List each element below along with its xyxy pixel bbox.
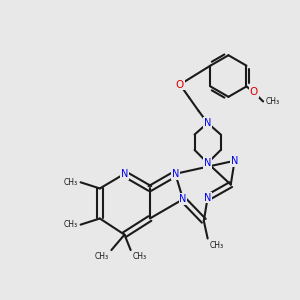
Text: CH₃: CH₃ bbox=[210, 241, 224, 250]
Text: N: N bbox=[231, 156, 238, 166]
Text: N: N bbox=[204, 118, 211, 128]
Text: N: N bbox=[204, 158, 211, 168]
Text: O: O bbox=[176, 80, 184, 89]
Text: N: N bbox=[204, 193, 211, 203]
Text: CH₃: CH₃ bbox=[63, 220, 77, 229]
Text: CH₃: CH₃ bbox=[95, 252, 109, 261]
Text: CH₃: CH₃ bbox=[266, 97, 280, 106]
Text: O: O bbox=[250, 87, 258, 97]
Text: N: N bbox=[121, 169, 128, 179]
Text: CH₃: CH₃ bbox=[133, 252, 147, 261]
Text: N: N bbox=[172, 169, 179, 179]
Text: CH₃: CH₃ bbox=[63, 178, 77, 187]
Text: N: N bbox=[179, 194, 187, 204]
